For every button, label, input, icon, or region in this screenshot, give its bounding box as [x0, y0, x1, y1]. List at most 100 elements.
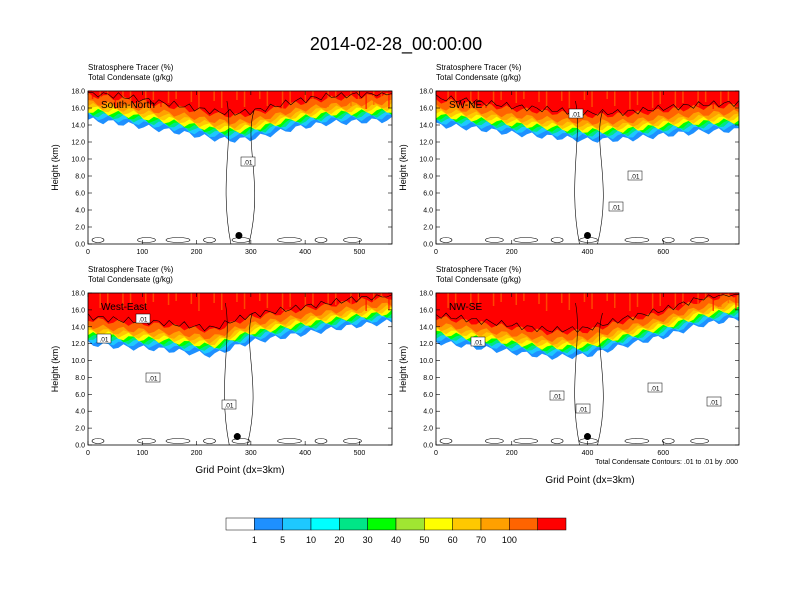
- x-tick-label: 0: [434, 249, 438, 256]
- tracer-streak: [243, 91, 246, 107]
- y-tick-label: 10.0: [71, 157, 85, 164]
- tracer-streak: [644, 293, 646, 303]
- tracer-streak: [350, 293, 352, 308]
- tracer-streak: [598, 91, 601, 103]
- contour-line: [137, 438, 156, 444]
- tracer-streak: [629, 293, 631, 311]
- tracer-streak: [281, 293, 284, 311]
- tracer-streak: [500, 91, 502, 100]
- tracer-streak: [145, 293, 147, 306]
- y-tick-label: 16.0: [71, 307, 85, 314]
- tracer-streak: [636, 91, 639, 105]
- tracer-streak: [198, 91, 200, 109]
- tracer-streak: [380, 293, 383, 303]
- tracer-streak: [470, 293, 472, 307]
- tracer-streak: [122, 293, 124, 307]
- tracer-streak: [137, 293, 139, 310]
- contour-label-text: .01: [148, 376, 157, 383]
- tracer-streak: [727, 293, 730, 303]
- tracer-streak: [221, 293, 223, 310]
- colorbar: 1 5 10 20 30 40 50 60 70 100: [225, 517, 567, 545]
- tracer-streak: [454, 91, 457, 102]
- y-tick-label: 6.0: [423, 392, 433, 399]
- tracer-streak: [107, 91, 109, 102]
- colorbar-box: [424, 517, 453, 531]
- tracer-streak: [380, 91, 383, 101]
- contour-label: .01: [135, 313, 151, 324]
- tracer-streak: [462, 293, 465, 311]
- contour-line: [690, 237, 709, 243]
- colorbar-box: [367, 517, 397, 531]
- tracer-streak: [152, 293, 155, 302]
- y-tick-label: 0.0: [75, 443, 85, 450]
- variable-line-1: Stratosphere Tracer (%): [436, 265, 522, 274]
- y-tick-label: 4.0: [423, 208, 433, 215]
- contour-label-box: [240, 156, 256, 167]
- tracer-streak: [251, 293, 253, 305]
- contour-line: [137, 237, 156, 243]
- tracer-streak: [553, 293, 555, 307]
- tracer-streak: [689, 293, 692, 301]
- contour-line: [165, 438, 191, 444]
- panel-nw-se: Stratosphere Tracer (%)Total Condensate …: [398, 265, 740, 457]
- tracer-streak: [145, 91, 147, 104]
- contour-line: [597, 110, 604, 244]
- contour-line: [597, 312, 604, 445]
- contour-label-text: .01: [224, 403, 233, 410]
- tracer-streak: [388, 91, 390, 108]
- contour-label: .01: [647, 382, 663, 393]
- tracer-streak: [213, 91, 215, 101]
- colorbar-label: 5: [280, 535, 285, 545]
- tracer-streak: [190, 91, 193, 102]
- x-tick-label: 500: [354, 249, 366, 256]
- contour-line: [485, 237, 504, 243]
- variable-line-2: Total Condensate (g/kg): [436, 275, 521, 284]
- figure-title: 2014-02-28_00:00:00: [310, 34, 482, 55]
- contour-line: [91, 237, 105, 243]
- contour-label-text: .01: [650, 386, 659, 393]
- y-tick-label: 18.0: [419, 291, 433, 298]
- y-tick-label: 18.0: [419, 89, 433, 96]
- colorbar-box: [537, 517, 567, 531]
- colorbar-box: [480, 517, 510, 531]
- y-tick-label: 16.0: [71, 106, 85, 113]
- tracer-streak: [598, 293, 601, 305]
- tracer-streak: [357, 293, 360, 304]
- contour-line: [550, 237, 564, 243]
- tracer-streak: [289, 91, 291, 105]
- tracer-streak: [304, 91, 307, 108]
- tracer-streak: [515, 91, 518, 103]
- contour-label-box: [627, 170, 643, 181]
- tracer-streak: [114, 91, 117, 109]
- condensate-contours: [436, 294, 739, 445]
- tracer-streak: [682, 293, 684, 305]
- tracer-field: [88, 91, 392, 244]
- tracer-streak: [704, 293, 707, 304]
- tracer-streak: [697, 91, 699, 106]
- y-tick-label: 10.0: [419, 358, 433, 365]
- tracer-streak: [289, 293, 291, 307]
- variable-line-1: Stratosphere Tracer (%): [88, 265, 174, 274]
- tracer-streak: [243, 293, 246, 309]
- y-tick-label: 2.0: [423, 225, 433, 232]
- contour-label-text: .01: [571, 112, 580, 119]
- tracer-streak: [266, 91, 269, 106]
- x-tick-label: 400: [582, 450, 594, 457]
- contour-line: [436, 94, 739, 117]
- tracer-band: [88, 91, 392, 118]
- tracer-streak: [327, 91, 329, 107]
- contour-line: [277, 237, 302, 243]
- contour-line: [231, 438, 251, 444]
- tracer-streak: [530, 293, 533, 308]
- contour-line: [91, 438, 105, 444]
- tracer-streak: [312, 91, 314, 104]
- tracer-streak: [175, 91, 177, 99]
- y-tick-label: 8.0: [423, 174, 433, 181]
- tracer-field: [436, 91, 739, 244]
- tracer-streak: [190, 293, 193, 304]
- contour-line: [485, 438, 504, 444]
- colorbar-box: [282, 517, 312, 531]
- tracer-streak: [583, 91, 586, 100]
- contour-line: [203, 438, 216, 444]
- colorbar-label: 10: [306, 535, 316, 545]
